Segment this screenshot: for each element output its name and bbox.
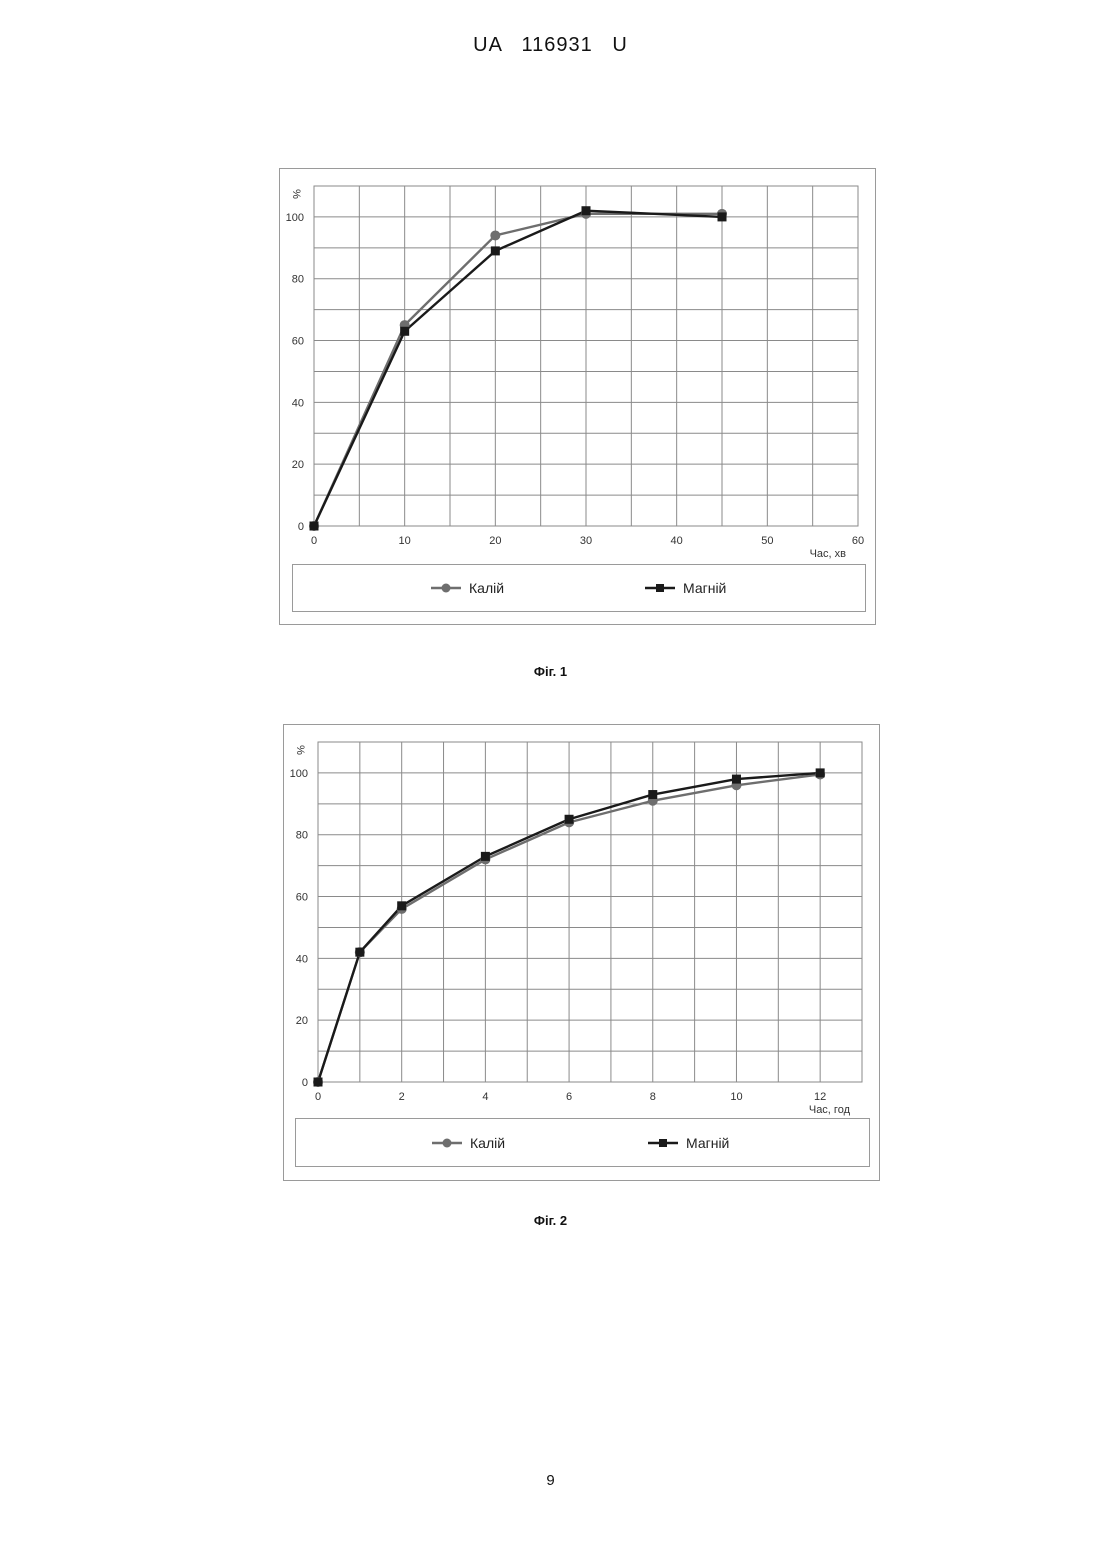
x-tick-label: 10 bbox=[730, 1091, 742, 1103]
y-tick-label: 80 bbox=[296, 830, 308, 842]
data-point-magniy bbox=[400, 327, 409, 336]
data-point-magniy bbox=[582, 206, 591, 215]
figure-1-plot: 0 20 40 60 80 100% 0 10 20 30 40 50 60 Час, хв bbox=[280, 169, 875, 624]
data-point-magniy bbox=[816, 768, 825, 777]
x-tick-label: 10 bbox=[399, 535, 411, 547]
data-point-magniy bbox=[397, 901, 406, 910]
x-tick-label: 30 bbox=[580, 535, 592, 547]
legend-item-kaliy: Калій bbox=[432, 1119, 505, 1166]
data-point-magniy bbox=[481, 852, 490, 861]
x-tick-label: 60 bbox=[852, 535, 864, 547]
x-tick-label: 20 bbox=[489, 535, 501, 547]
figure-1-caption: Фіг. 1 bbox=[0, 664, 1101, 679]
data-point-kaliy bbox=[490, 230, 500, 240]
y-tick-label: 80 bbox=[292, 274, 304, 286]
legend-item-magniy: Магній bbox=[645, 565, 726, 611]
x-tick-label: 4 bbox=[482, 1091, 488, 1103]
y-axis-label: % bbox=[294, 745, 306, 755]
legend-square-marker-icon bbox=[645, 582, 675, 594]
legend-label-magniy: Магній bbox=[683, 580, 726, 596]
legend-label-kaliy: Калій bbox=[470, 1135, 505, 1151]
data-point-magniy bbox=[314, 1078, 323, 1087]
legend-square-marker-icon bbox=[648, 1137, 678, 1149]
data-point-magniy bbox=[355, 948, 364, 957]
x-tick-label: 8 bbox=[650, 1091, 656, 1103]
legend-label-magniy: Магній bbox=[686, 1135, 729, 1151]
data-point-magniy bbox=[648, 790, 657, 799]
x-tick-label: 0 bbox=[315, 1091, 321, 1103]
legend-circle-marker-icon bbox=[432, 1137, 462, 1149]
page-number: 9 bbox=[0, 1472, 1101, 1489]
figure-2-plot: 0 20 40 60 80 100% 0 2 4 6 8 10 12Час, год bbox=[284, 725, 879, 1180]
legend-label-kaliy: Калій bbox=[469, 580, 504, 596]
y-tick-label: 20 bbox=[292, 459, 304, 471]
x-tick-label: 6 bbox=[566, 1091, 572, 1103]
x-tick-label: 40 bbox=[671, 535, 683, 547]
y-tick-label: 40 bbox=[292, 397, 304, 409]
x-tick-label: 2 bbox=[399, 1091, 405, 1103]
figure-1-legend: Калій Магній bbox=[292, 564, 866, 612]
y-tick-label: 100 bbox=[290, 768, 308, 780]
figure-2-chart: 0 20 40 60 80 100% 0 2 4 6 8 10 12Час, год Калій Маг… bbox=[283, 724, 880, 1181]
x-axis-label: Час, год bbox=[809, 1104, 851, 1116]
y-tick-label: 60 bbox=[292, 336, 304, 348]
y-tick-label: 20 bbox=[296, 1015, 308, 1027]
y-tick-label: 100 bbox=[286, 212, 304, 224]
figure-1-chart: 0 20 40 60 80 100% 0 10 20 30 40 50 60 Час, хв Калій … bbox=[279, 168, 876, 625]
data-point-magniy bbox=[565, 815, 574, 824]
document-header: UA 116931 U bbox=[0, 34, 1101, 57]
y-tick-label: 0 bbox=[298, 521, 304, 533]
figure-2-legend: Калій Магній bbox=[295, 1118, 870, 1167]
data-point-magniy bbox=[732, 775, 741, 784]
y-tick-label: 0 bbox=[302, 1077, 308, 1089]
x-tick-label: 12 bbox=[814, 1091, 826, 1103]
x-tick-label: 0 bbox=[311, 535, 317, 547]
y-axis-label: % bbox=[290, 189, 302, 199]
x-axis-label: Час, хв bbox=[810, 548, 847, 560]
data-point-magniy bbox=[718, 212, 727, 221]
y-tick-label: 40 bbox=[296, 953, 308, 965]
data-point-magniy bbox=[310, 522, 319, 531]
x-tick-label: 50 bbox=[761, 535, 773, 547]
legend-item-kaliy: Калій bbox=[431, 565, 504, 611]
legend-circle-marker-icon bbox=[431, 582, 461, 594]
data-point-magniy bbox=[491, 246, 500, 255]
y-tick-label: 60 bbox=[296, 892, 308, 904]
legend-item-magniy: Магній bbox=[648, 1119, 729, 1166]
figure-2-caption: Фіг. 2 bbox=[0, 1213, 1101, 1228]
